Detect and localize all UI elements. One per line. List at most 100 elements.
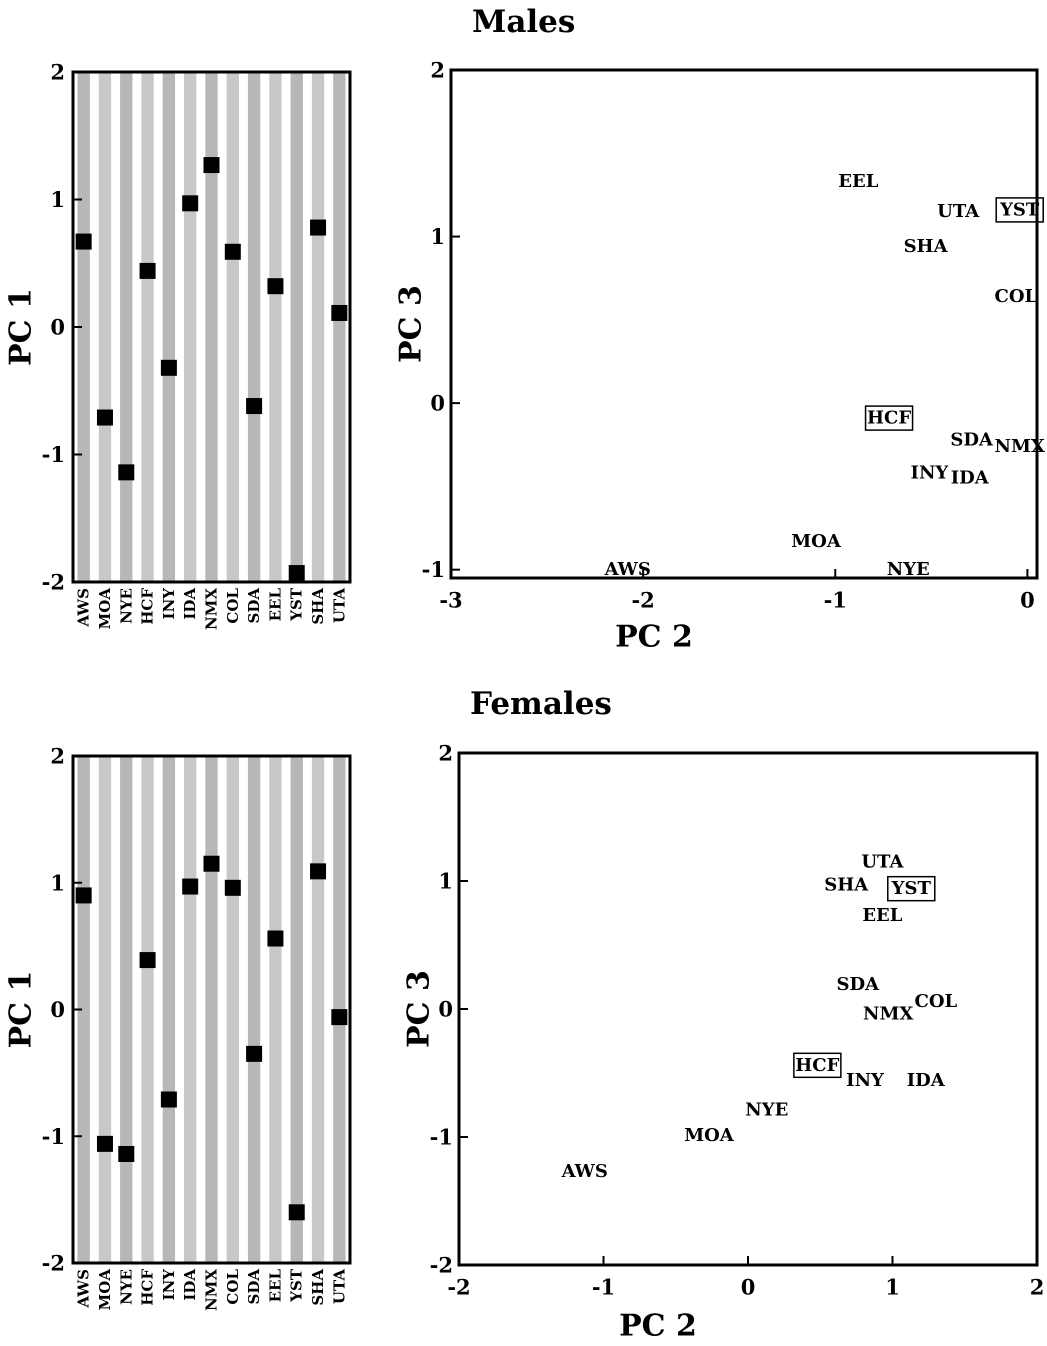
females-pc1-band-hcf [141, 756, 154, 1263]
females-pc1-marker-aws [75, 887, 92, 904]
females-pc23-xtick-label: -2 [447, 1275, 470, 1300]
males-pc1-band-iny [162, 72, 176, 582]
males-pc23-point-moa: MOA [791, 531, 842, 552]
females-pc1-category-label: NMX [203, 1269, 221, 1311]
females-pc1-marker-yst [288, 1204, 305, 1221]
males-pc1-category-label: MOA [96, 588, 114, 630]
males-pc23-point-iny: INY [911, 463, 950, 484]
males-pc1-band-col [226, 72, 239, 582]
males-pc23-ytick-label: 2 [430, 58, 445, 83]
males-pc23-point-sda: SDA [950, 429, 994, 450]
females-pc1-band-nye [120, 756, 133, 1263]
males-pc1-marker-eel [267, 278, 284, 295]
females-pc1-ytick-label: 2 [50, 744, 65, 769]
females-pc23-point-iny: INY [846, 1070, 885, 1091]
males-pc1-ytick-label: 0 [50, 315, 65, 340]
males-pc1-category-label: UTA [330, 588, 348, 623]
males-pc1-marker-nye [118, 464, 135, 481]
females-pc23-xtick-label: 2 [1030, 1275, 1045, 1300]
females-pc1-band-sha [311, 756, 325, 1263]
females-pc1-marker-iny [160, 1091, 177, 1108]
males-pc1-band-nye [120, 72, 133, 582]
females-pc1-category-label: MOA [96, 1269, 114, 1311]
females-pc23-ylabel: PC 3 [402, 970, 437, 1048]
males-pc1-category-label: NYE [117, 588, 135, 624]
females-pc23-point-sda: SDA [837, 974, 881, 995]
males-pc1-band-hcf [141, 72, 154, 582]
females-pc1-category-label: YST [288, 1268, 306, 1303]
males-pc1-ytick-label: -1 [42, 442, 65, 467]
males-pc23-point-nye: NYE [887, 559, 930, 580]
males-pc1-category-label: SHA [309, 588, 327, 625]
females-pc23-ytick-label: -2 [430, 1253, 453, 1278]
females-pc1-marker-ida [182, 878, 199, 895]
males-pc1-marker-nmx [203, 157, 220, 174]
females-pc23-point-sha: SHA [824, 874, 869, 895]
females-pc1-marker-nye [118, 1145, 135, 1162]
females-pc23-xtick-label: 0 [741, 1275, 756, 1300]
males-pc1-band-ida [184, 72, 197, 582]
males-pc1-ytick-label: 1 [50, 187, 65, 212]
females-pc23-frame [457, 751, 1039, 1267]
males-pc23-ytick-label: 1 [430, 224, 445, 249]
males-pc23-ytick-label: -1 [422, 557, 445, 582]
females-pc1-category-label: UTA [330, 1269, 348, 1304]
females-pc23-point-col: COL [915, 991, 958, 1012]
males-pc1-category-label: AWS [75, 588, 93, 628]
males-pc1-marker-ida [182, 195, 199, 212]
females-pc1-band-moa [98, 756, 112, 1263]
females-pc1-ytick-label: -2 [42, 1251, 65, 1276]
females-pc1-ytick-label: 1 [50, 870, 65, 895]
males-pc1-marker-iny [160, 359, 177, 376]
males-pc23-point-yst: YST [999, 199, 1040, 220]
males-pc1-ytick-label: 2 [50, 60, 65, 85]
males-pc1-marker-yst [288, 565, 305, 582]
males-pc1-category-label: COL [224, 588, 242, 624]
females-pc1-category-label: HCF [139, 1269, 157, 1306]
males-pc1-category-label: INY [160, 588, 178, 620]
males-pc23-xtick-label: -1 [824, 588, 847, 613]
females-pc1-category-label: IDA [181, 1269, 199, 1301]
males-pc1-band-yst [290, 72, 303, 582]
females-pc1-category-label: NYE [117, 1269, 135, 1305]
females-section-title: Females [470, 686, 612, 722]
females-pc23-box-hcf [793, 1052, 842, 1079]
females-pc1-ylabel: PC 1 [4, 971, 39, 1049]
females-pc1-band-nmx [205, 756, 218, 1263]
females-pc1-marker-sha [310, 863, 327, 880]
females-pc1-category-label: INY [160, 1269, 178, 1301]
females-pc1-ytick-label: -1 [42, 1124, 65, 1149]
females-pc1-band-col [226, 756, 239, 1263]
females-pc23-point-eel: EEL [862, 905, 902, 926]
females-pc23-point-moa: MOA [684, 1125, 735, 1146]
females-pc23-box-yst [887, 875, 936, 902]
females-pc23-ytick-label: 1 [438, 869, 453, 894]
males-pc23-point-nmx: NMX [995, 436, 1045, 457]
males-pc1-marker-sha [310, 219, 327, 236]
females-pc1-marker-nmx [203, 855, 220, 872]
males-pc23-box-yst [995, 197, 1044, 223]
males-pc1-band-nmx [205, 72, 218, 582]
males-pc23-point-col: COL [995, 286, 1038, 307]
males-pc1-band-sda [247, 72, 261, 582]
males-pc1-marker-moa [96, 409, 113, 426]
males-pc1-ylabel: PC 1 [4, 288, 39, 366]
males-pc23-frame [449, 68, 1039, 580]
males-pc23-point-ida: IDA [951, 468, 990, 489]
males-pc1-category-label: NMX [203, 588, 221, 630]
males-pc1-category-label: YST [288, 587, 306, 622]
males-pc23-xtick-label: -3 [439, 588, 462, 613]
males-pc1-category-label: SDA [245, 588, 263, 624]
males-pc1-band-sha [311, 72, 325, 582]
females-pc1-band-iny [162, 756, 176, 1263]
males-pc23-ytick-label: 0 [430, 391, 445, 416]
males-pc1-marker-hcf [139, 262, 156, 279]
females-pc23-xtick-label: 1 [885, 1275, 900, 1300]
females-pc1-marker-moa [96, 1135, 113, 1152]
females-pc23-point-ida: IDA [907, 1070, 946, 1091]
males-pc1-marker-aws [75, 233, 92, 250]
males-pc1-marker-sda [246, 398, 263, 415]
males-pc1-marker-uta [331, 304, 348, 321]
females-pc1-category-label: COL [224, 1269, 242, 1305]
females-pc1-marker-eel [267, 930, 284, 947]
